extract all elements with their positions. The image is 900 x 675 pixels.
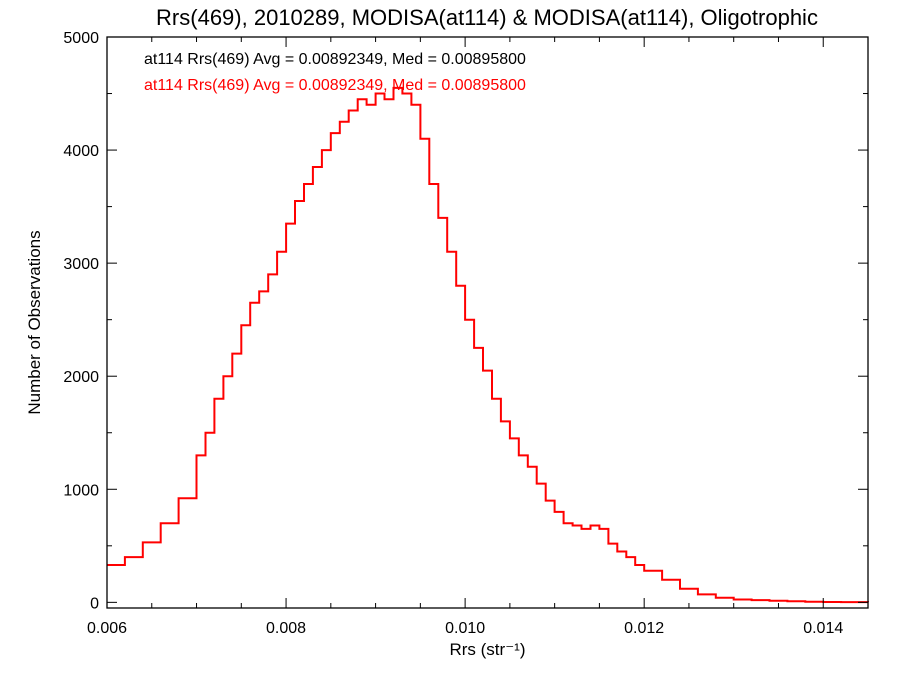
annotation-0: at114 Rrs(469) Avg = 0.00892349, Med = 0…	[144, 51, 526, 68]
x-axis-ticks: 0.006 0.008 0.010 0.012 0.014	[87, 37, 843, 637]
x-tick-label: 0.010	[445, 620, 485, 637]
legend: at114 Rrs(469) Avg = 0.00892349, Med = 0…	[144, 51, 526, 94]
series-layer	[106, 86, 869, 604]
x-tick-label: 0.006	[87, 620, 127, 637]
annotation-1: at114 Rrs(469) Avg = 0.00892349, Med = 0…	[144, 77, 526, 94]
y-tick-label: 1000	[63, 482, 99, 499]
plot-frame	[106, 36, 869, 609]
y-axis-label: Number of Observations	[25, 230, 44, 414]
y-tick-label: 0	[90, 595, 99, 612]
x-axis-label: Rrs (str⁻¹)	[449, 640, 525, 659]
y-tick-label: 3000	[63, 256, 99, 273]
x-tick-label: 0.012	[624, 620, 664, 637]
x-tick-label: 0.008	[266, 620, 306, 637]
x-tick-label: 0.014	[803, 620, 843, 637]
series-line-0	[107, 86, 869, 604]
y-tick-label: 5000	[63, 30, 99, 47]
y-tick-label: 4000	[63, 143, 99, 160]
y-tick-label: 2000	[63, 369, 99, 386]
chart-title: Rrs(469), 2010289, MODISA(at114) & MODIS…	[156, 5, 818, 30]
y-axis-ticks: 0 1000 2000 3000 4000 5000	[63, 30, 868, 612]
